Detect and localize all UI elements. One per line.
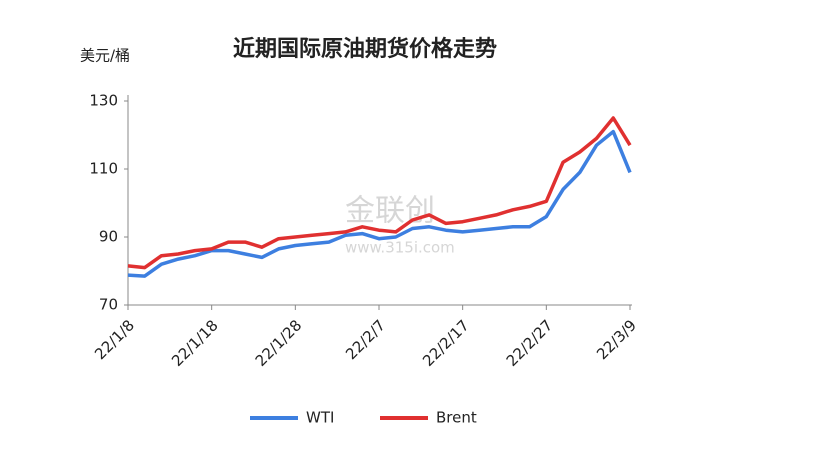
chart-title: 近期国际原油期货价格走势 [233, 36, 497, 62]
x-tick-label: 22/2/27 [503, 316, 557, 370]
y-tick-label: 90 [99, 228, 118, 246]
y-axis-label: 美元/桶 [80, 47, 130, 65]
legend-label: Brent [436, 409, 477, 427]
watermark: 金联创 [345, 194, 435, 229]
x-tick-label: 22/3/9 [593, 316, 640, 363]
y-tick-label: 70 [99, 296, 118, 314]
x-tick-label: 22/1/28 [252, 316, 306, 370]
y-tick-label: 130 [89, 92, 118, 110]
legend-label: WTI [306, 409, 334, 427]
x-tick-label: 22/1/18 [168, 316, 222, 370]
x-tick-label: 22/2/7 [342, 316, 389, 363]
line-series [127, 116, 632, 270]
y-tick-label: 110 [89, 160, 118, 178]
x-tick-label: 22/2/17 [419, 316, 473, 370]
watermark-url: www.315i.com [345, 239, 455, 257]
x-tick-label: 22/1/8 [91, 316, 138, 363]
